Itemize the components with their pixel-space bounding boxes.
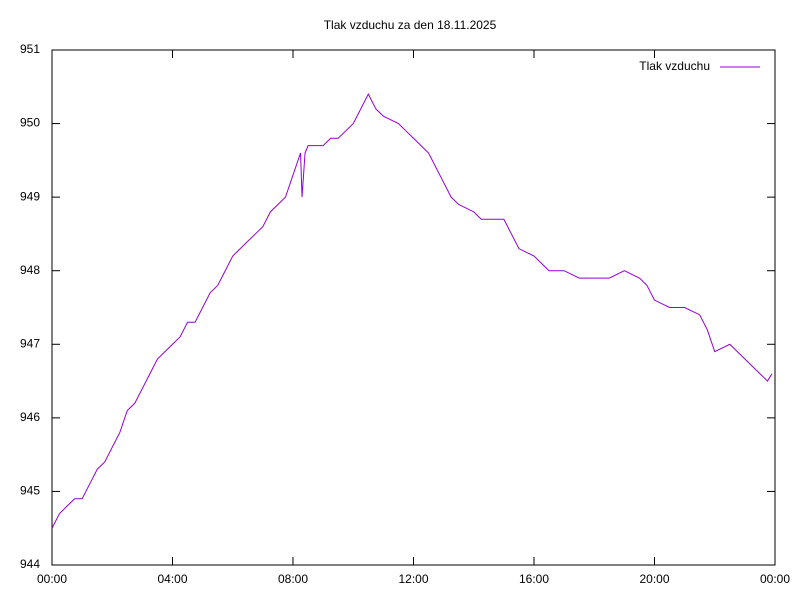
- x-tick-label: 12:00: [398, 572, 428, 586]
- y-tick-label: 951: [20, 42, 40, 56]
- y-tick-label: 947: [20, 336, 40, 350]
- x-tick-label: 20:00: [639, 572, 669, 586]
- y-tick-label: 944: [20, 557, 40, 571]
- x-tick-label: 00:00: [760, 572, 790, 586]
- x-tick-label: 08:00: [278, 572, 308, 586]
- x-tick-label: 04:00: [157, 572, 187, 586]
- x-tick-label: 00:00: [37, 572, 67, 586]
- x-tick-label: 16:00: [519, 572, 549, 586]
- y-tick-label: 950: [20, 116, 40, 130]
- chart-title: Tlak vzduchu za den 18.11.2025: [324, 18, 497, 32]
- y-tick-label: 945: [20, 484, 40, 498]
- legend-label: Tlak vzduchu: [639, 59, 710, 73]
- y-tick-label: 948: [20, 263, 40, 277]
- data-line: [51, 93, 773, 529]
- y-tick-label: 946: [20, 410, 40, 424]
- y-tick-label: 949: [20, 189, 40, 203]
